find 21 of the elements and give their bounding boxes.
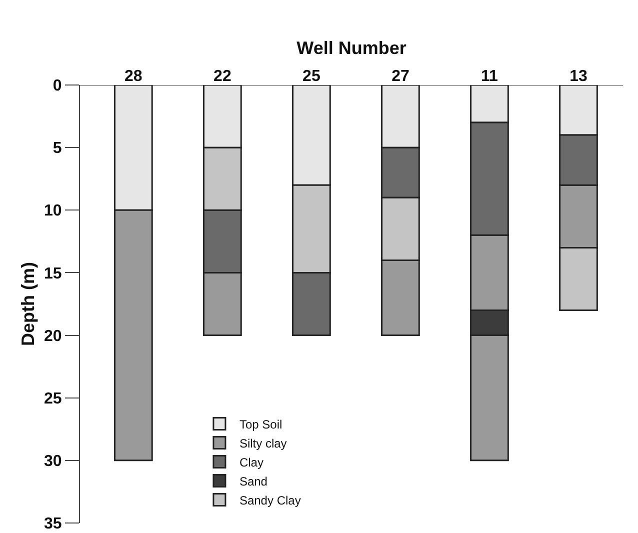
x-tick-label: 25 [302, 68, 320, 85]
x-tick-label: 22 [214, 68, 232, 85]
legend-label: Sand [239, 474, 268, 488]
x-tick-label: 28 [124, 68, 142, 85]
x-tick-label: 13 [570, 68, 588, 85]
legend-label: Clay [239, 455, 264, 470]
y-axis-title: Depth (m) [18, 262, 38, 346]
legend-label: Silty clay [239, 436, 287, 450]
x-tick-label: 27 [392, 68, 410, 85]
x-tick-label: 11 [481, 68, 498, 85]
legend-label: Top Soil [239, 417, 282, 432]
legend-label: Sandy Clay [239, 493, 301, 508]
y-tick-label: 25 [44, 390, 62, 408]
y-tick-label: 30 [44, 453, 62, 470]
y-tick-label: 20 [44, 328, 62, 345]
y-tick-label: 5 [52, 140, 62, 158]
y-tick-label: 10 [44, 202, 62, 220]
y-tick-label: 15 [44, 265, 62, 282]
y-tick-label: 35 [44, 516, 62, 533]
x-axis-title: Well Number [296, 38, 406, 58]
y-tick-label: 0 [52, 78, 62, 95]
